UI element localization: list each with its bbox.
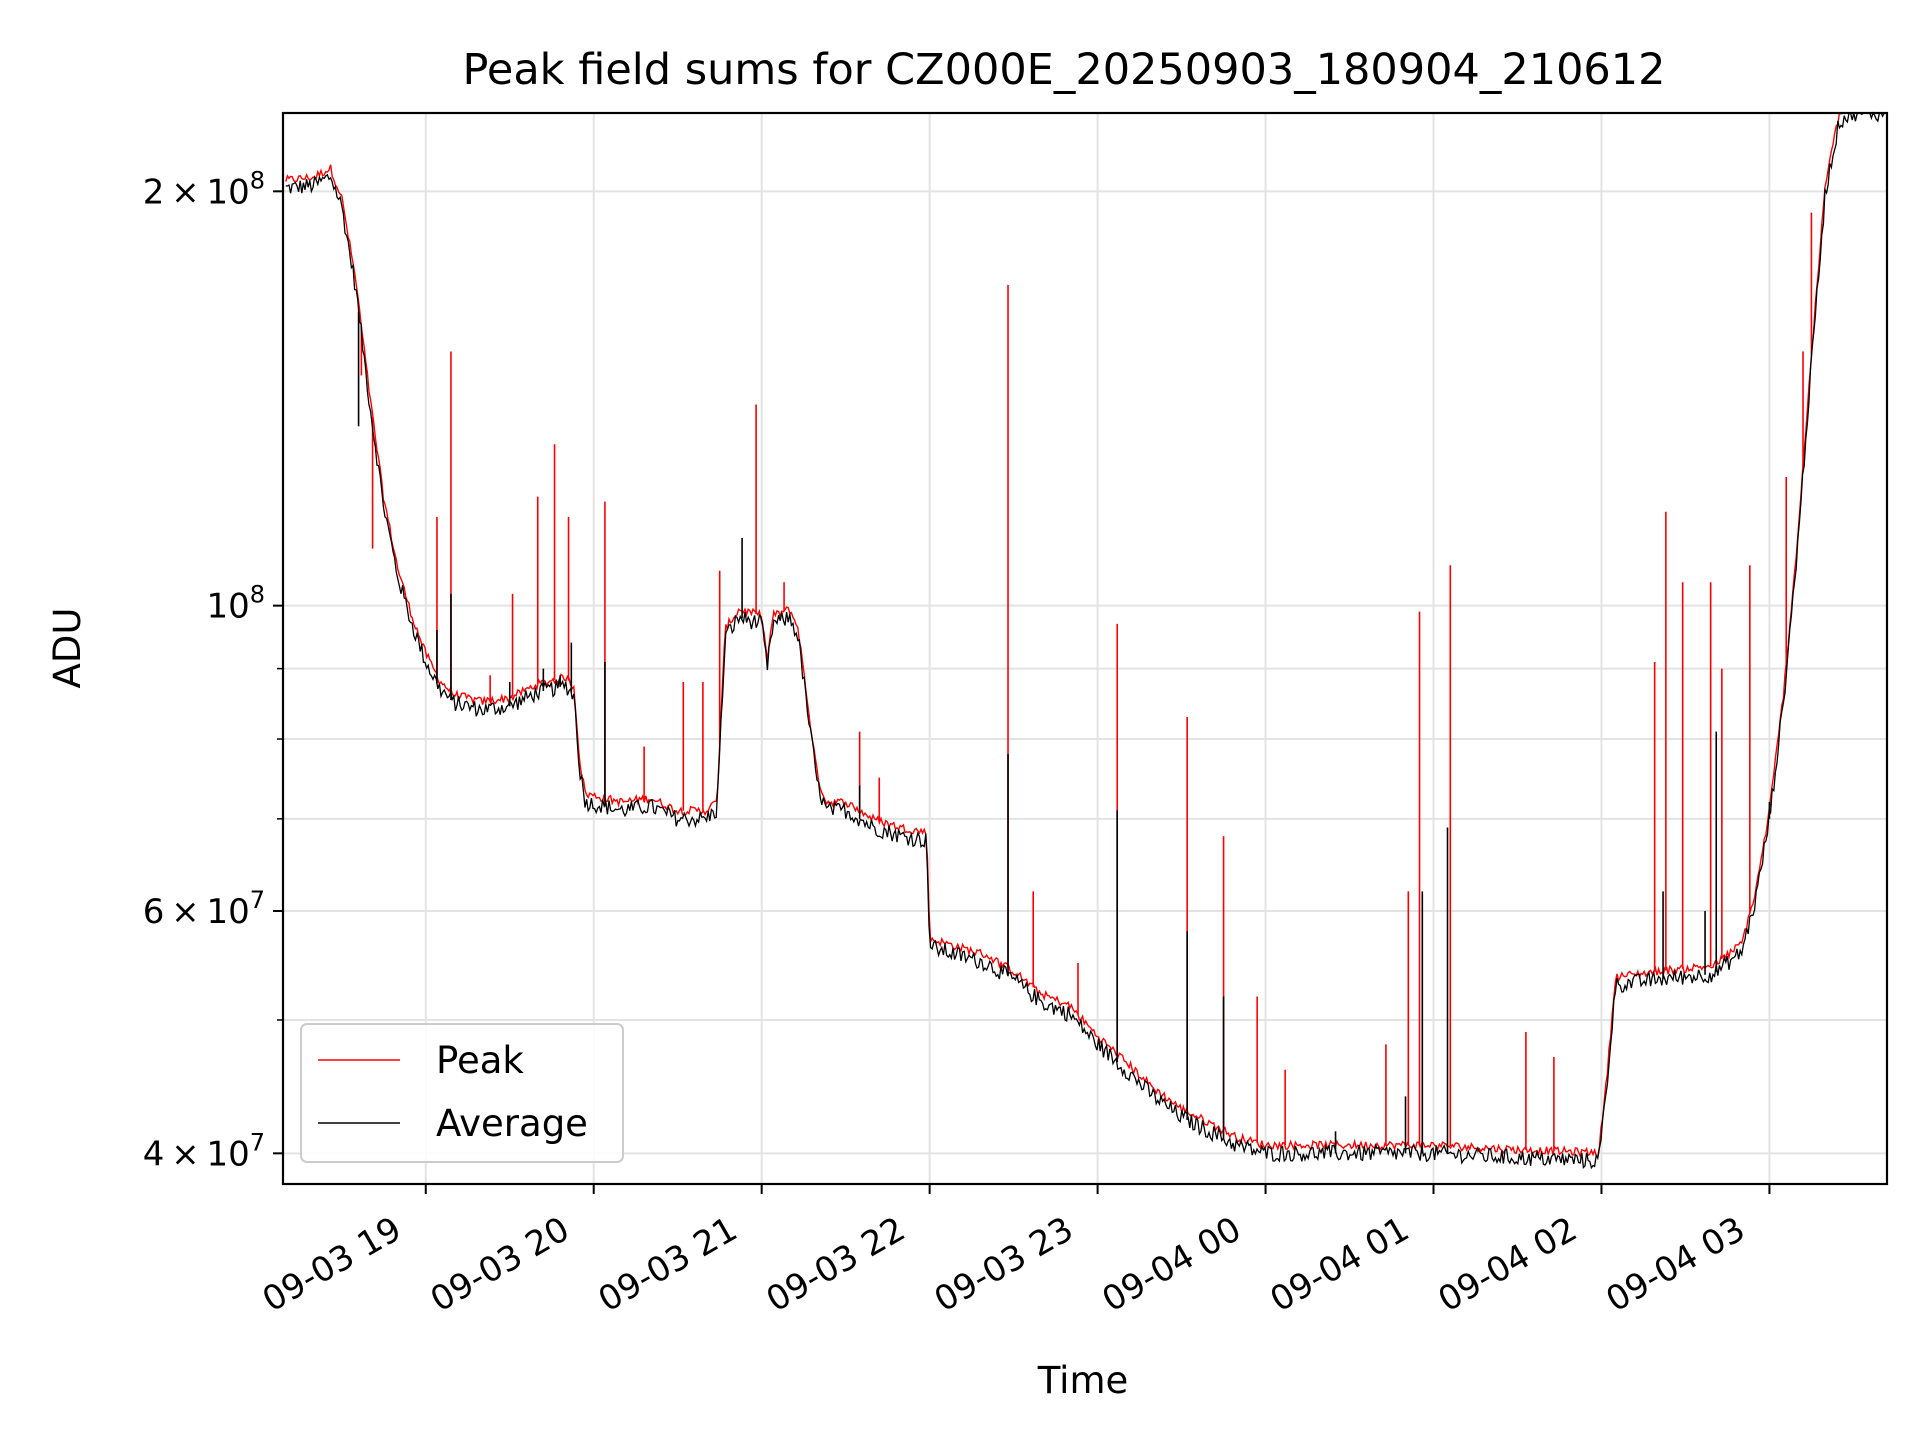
series-peak-line	[285, 111, 1886, 1159]
series-layer	[285, 111, 1886, 1170]
legend-box	[300, 1023, 624, 1163]
y-axis-ticks: 2 × 108 108 6 × 107 4 × 107	[143, 166, 283, 1174]
legend-label-average: Average	[436, 1102, 588, 1145]
grid-layer	[283, 113, 1887, 1184]
series-average-line	[285, 111, 1886, 1170]
series-average	[285, 111, 1886, 1170]
y-tick-label: 2 × 108	[143, 166, 265, 212]
x-axis-label: Time	[1037, 1359, 1129, 1402]
y-axis-label: ADU	[46, 608, 89, 689]
legend-label-peak: Peak	[436, 1039, 524, 1082]
y-tick-label: 108	[206, 581, 265, 627]
chart-title: Peak field sums for CZ000E_20250903_1809…	[462, 45, 1665, 95]
series-peak	[285, 111, 1886, 1159]
legend: Peak Average	[300, 1023, 624, 1163]
y-tick-label: 4 × 107	[143, 1128, 265, 1174]
y-tick-label: 6 × 107	[143, 886, 265, 932]
plot-area-frame	[281, 111, 1889, 1186]
